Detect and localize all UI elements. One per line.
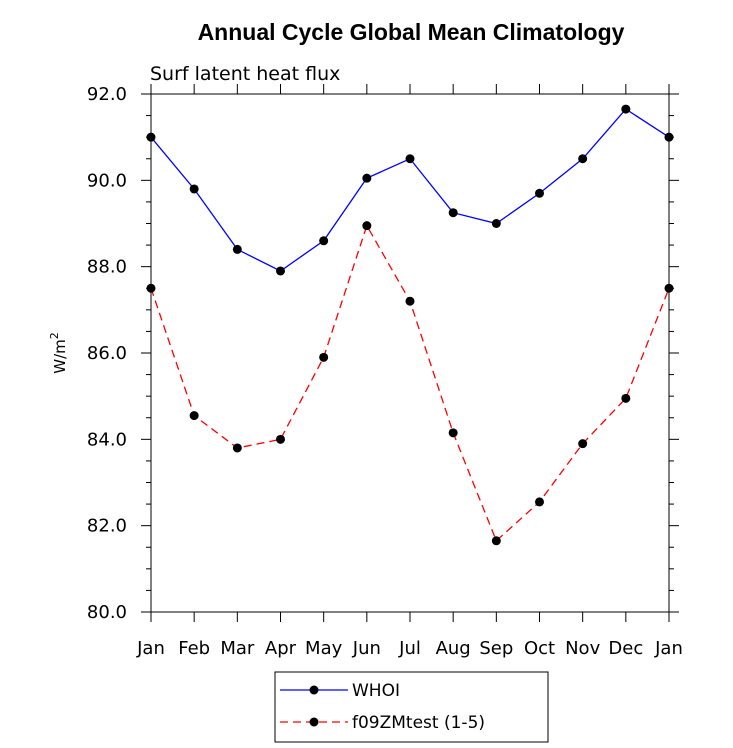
y-tick-label: 88.0	[87, 257, 127, 278]
data-point-1	[319, 352, 329, 362]
y-axis-label: W/m2	[48, 332, 69, 374]
chart-title: Annual Cycle Global Mean Climatology	[198, 19, 625, 45]
data-point-0	[405, 154, 415, 164]
data-point-0	[189, 184, 199, 194]
legend-label-f09zmtest: f09ZMtest (1-5)	[352, 713, 485, 733]
legend-item-f09zmtest: f09ZMtest (1-5)	[280, 713, 485, 733]
y-axis-ticks: 80.0 82.0 84.0 86.0 88.0 90.0 92.0	[87, 84, 679, 623]
data-point-0	[232, 244, 242, 254]
series-layer	[146, 104, 674, 546]
legend-box	[274, 671, 549, 743]
data-point-1	[448, 428, 458, 438]
data-point-0	[535, 188, 544, 198]
x-tick-label: Feb	[178, 638, 210, 659]
plot-area: 80.0 82.0 84.0 86.0 88.0 90.0 92.0 Jan Feb Mar Ap…	[87, 84, 683, 659]
x-tick-label: Sep	[479, 638, 513, 659]
plot-frame	[150, 93, 670, 613]
data-point-1	[621, 393, 631, 403]
data-point-1	[276, 434, 285, 444]
legend-item-whoi: WHOI	[280, 681, 400, 701]
y-tick-label: 84.0	[87, 429, 127, 450]
y-tick-label: 90.0	[87, 170, 127, 191]
x-tick-label: Oct	[524, 638, 555, 659]
x-tick-label: Jun	[352, 638, 381, 659]
data-point-0	[362, 173, 372, 183]
data-point-1	[405, 296, 415, 306]
x-tick-label: Mar	[220, 638, 255, 659]
x-axis-ticks: Jan Feb Mar Apr May Jun Jul Aug Sep Oct Nov Dec Jan	[136, 84, 683, 659]
data-point-0	[146, 132, 156, 142]
data-point-0	[664, 132, 674, 142]
legend: WHOI f09ZMtest (1-5)	[274, 671, 549, 743]
x-tick-label: May	[305, 638, 343, 659]
data-point-1	[578, 439, 588, 449]
data-point-1	[146, 283, 156, 293]
data-point-0	[621, 104, 631, 114]
series-line-1	[150, 224, 670, 542]
data-point-1	[189, 411, 199, 421]
data-point-1	[232, 443, 242, 453]
y-tick-label: 80.0	[87, 602, 127, 623]
y-tick-label: 82.0	[87, 516, 127, 537]
x-tick-label: Nov	[565, 638, 600, 659]
y-tick-label: 92.0	[87, 84, 127, 105]
data-point-0	[491, 219, 501, 228]
data-point-0	[319, 236, 329, 246]
data-point-1	[535, 497, 544, 507]
data-point-0	[276, 266, 285, 276]
data-point-0	[448, 208, 458, 218]
x-tick-label: Jan	[654, 638, 683, 659]
y-tick-label: 86.0	[87, 343, 127, 364]
x-tick-label: Jan	[136, 638, 165, 659]
data-point-1	[491, 536, 501, 546]
x-tick-label: Jul	[398, 638, 421, 659]
x-tick-label: Aug	[436, 638, 471, 659]
data-point-1	[664, 283, 674, 293]
x-tick-label: Apr	[265, 638, 297, 659]
series-line-0	[150, 108, 670, 272]
chart-subtitle: Surf latent heat flux	[150, 63, 340, 85]
x-tick-label: Dec	[608, 638, 643, 659]
legend-label-whoi: WHOI	[352, 681, 400, 701]
data-point-1	[362, 221, 372, 231]
legend-marker-f09zmtest	[309, 717, 319, 727]
legend-marker-whoi	[309, 685, 319, 695]
data-point-0	[578, 154, 588, 164]
